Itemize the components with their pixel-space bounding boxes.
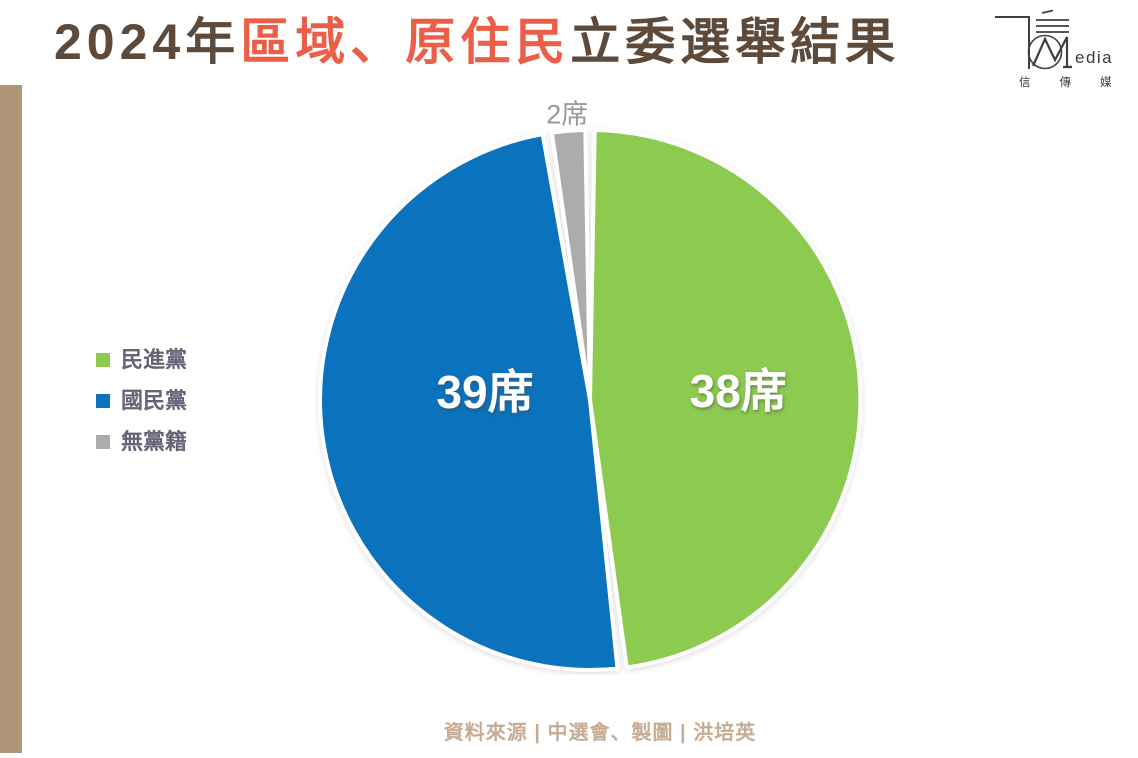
legend-label-kmt: 國民黨 bbox=[121, 388, 188, 413]
cm-media-logo: edia 信傳媒 bbox=[995, 9, 1135, 89]
source-credit: 資料來源 | 中選會、製圖 | 洪培英 bbox=[443, 722, 757, 744]
pie-slice-國民黨 bbox=[318, 131, 620, 672]
legend-swatch-kmt bbox=[96, 394, 110, 408]
page-title: 2024年區域、原住民立委選舉結果 bbox=[54, 12, 900, 72]
pie-slices-group bbox=[318, 127, 863, 672]
pie-value-label-無黨籍: 2席 bbox=[546, 100, 588, 130]
logo-bracket-mark bbox=[995, 16, 1030, 69]
logo-c-circle bbox=[1027, 34, 1063, 70]
pie-chart-svg: 38席 39席 2席 bbox=[318, 100, 863, 672]
pie-slice-民進黨 bbox=[587, 127, 863, 670]
legend-swatch-dpp bbox=[96, 353, 110, 367]
logo-chinese-name: 信傳媒 bbox=[1019, 76, 1135, 89]
logo-speech-lines bbox=[1036, 9, 1069, 33]
logo-media-text: edia bbox=[1075, 48, 1113, 67]
title-suffix-segment: 立委選舉結果 bbox=[570, 14, 901, 70]
logo-m-letter bbox=[1031, 36, 1072, 69]
title-year-segment: 2024年 bbox=[54, 14, 241, 70]
legend-item-kmt: 國民黨 bbox=[96, 390, 187, 412]
legend-item-dpp: 民進黨 bbox=[96, 349, 187, 371]
legend-swatch-independent bbox=[96, 435, 110, 449]
legend-item-independent: 無黨籍 bbox=[96, 431, 187, 453]
pie-legend: 民進黨 國民黨 無黨籍 bbox=[96, 349, 187, 453]
left-accent-bar bbox=[0, 85, 22, 753]
pie-slice-無黨籍 bbox=[549, 127, 592, 401]
legend-label-dpp: 民進黨 bbox=[121, 347, 188, 372]
pie-value-label-國民黨: 39席 bbox=[436, 366, 533, 418]
title-highlight-segment: 區域、原住民 bbox=[240, 14, 571, 70]
pie-labels-group: 38席 39席 2席 bbox=[436, 100, 786, 418]
pie-value-label-民進黨: 38席 bbox=[690, 365, 787, 417]
legend-label-independent: 無黨籍 bbox=[121, 429, 188, 454]
